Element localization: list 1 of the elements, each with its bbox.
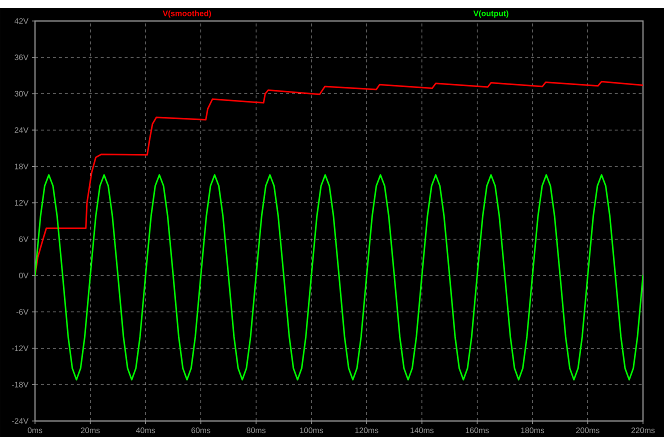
- line-series: [35, 174, 644, 381]
